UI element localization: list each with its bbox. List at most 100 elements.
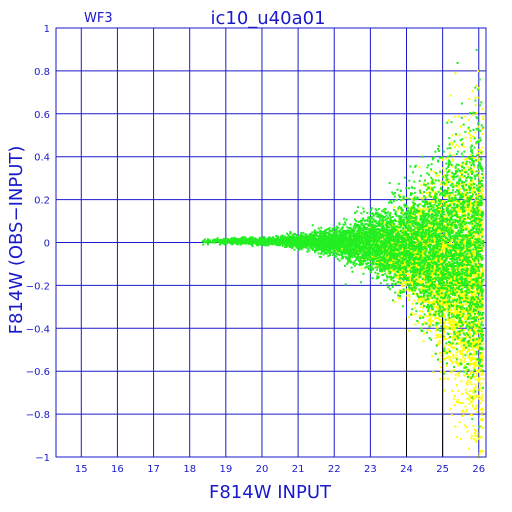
yellow-point xyxy=(437,246,440,249)
yellow-point xyxy=(454,394,456,397)
yellow-point xyxy=(469,277,472,280)
yellow-point xyxy=(395,276,398,279)
yellow-point xyxy=(415,250,418,253)
yellow-point xyxy=(467,188,470,191)
yellow-point xyxy=(470,325,473,328)
yellow-point xyxy=(442,344,445,347)
yellow-point xyxy=(471,240,474,243)
yellow-point xyxy=(442,332,445,335)
yellow-point xyxy=(463,275,466,278)
yellow-point xyxy=(459,303,462,306)
yellow-point xyxy=(433,270,436,272)
yellow-point xyxy=(450,325,453,328)
yellow-point xyxy=(451,328,454,331)
yellow-point xyxy=(439,257,442,259)
yellow-point xyxy=(461,356,464,359)
yellow-point xyxy=(456,326,459,328)
yellow-point xyxy=(468,402,471,405)
yellow-point xyxy=(481,393,484,396)
yellow-point xyxy=(466,157,469,160)
yellow-point xyxy=(475,359,478,362)
yellow-point xyxy=(401,268,404,271)
yellow-point xyxy=(449,351,452,354)
yellow-point xyxy=(467,195,469,197)
yellow-point xyxy=(434,283,437,286)
yellow-point xyxy=(454,373,457,376)
yellow-point xyxy=(477,300,480,303)
yellow-point xyxy=(435,307,438,310)
yellow-point xyxy=(455,357,457,359)
yellow-point xyxy=(476,235,479,237)
yellow-point xyxy=(465,209,468,212)
yellow-point xyxy=(466,214,469,217)
yellow-point xyxy=(444,299,447,302)
yellow-point xyxy=(420,263,423,266)
yellow-point xyxy=(473,157,476,159)
yellow-point xyxy=(472,188,475,191)
yellow-point xyxy=(478,242,481,245)
yellow-point xyxy=(477,325,480,327)
yellow-point xyxy=(472,189,475,192)
yellow-point xyxy=(471,356,474,359)
yellow-point xyxy=(450,345,453,348)
yellow-point xyxy=(388,261,391,263)
yellow-point xyxy=(474,434,477,437)
yellow-point xyxy=(417,280,420,283)
yellow-point xyxy=(450,389,453,392)
yellow-point xyxy=(414,225,417,228)
yellow-point xyxy=(478,397,481,400)
yellow-point xyxy=(467,118,470,121)
yellow-point xyxy=(433,191,436,194)
yellow-point xyxy=(445,304,448,307)
yellow-point xyxy=(424,265,426,268)
yellow-point xyxy=(440,354,443,357)
yellow-point xyxy=(396,264,399,267)
yellow-point xyxy=(445,350,448,353)
yellow-point xyxy=(472,404,475,407)
yellow-point xyxy=(402,263,405,266)
yellow-point xyxy=(435,313,438,315)
yellow-point xyxy=(480,371,483,374)
yellow-point xyxy=(459,175,462,178)
yellow-point xyxy=(468,166,471,169)
yellow-point xyxy=(413,278,416,281)
yellow-point xyxy=(479,339,482,341)
yellow-point xyxy=(440,303,442,305)
yellow-point xyxy=(450,328,453,331)
yellow-point xyxy=(436,199,438,202)
yellow-point xyxy=(474,376,476,379)
yellow-point xyxy=(481,222,484,225)
yellow-point xyxy=(479,435,482,438)
yellow-point xyxy=(442,353,445,356)
yellow-point xyxy=(429,188,432,191)
yellow-point xyxy=(476,346,479,348)
yellow-point xyxy=(475,375,478,377)
yellow-point xyxy=(440,370,442,373)
yellow-point xyxy=(462,310,465,313)
yellow-point xyxy=(463,329,466,332)
yellow-point xyxy=(410,280,413,283)
yellow-point xyxy=(481,319,484,322)
yellow-point xyxy=(464,192,467,195)
yellow-point xyxy=(476,155,479,158)
yellow-point xyxy=(406,197,409,200)
yellow-point xyxy=(409,247,412,250)
yellow-point xyxy=(461,298,464,301)
yellow-point xyxy=(433,201,436,204)
yellow-point xyxy=(443,325,446,328)
yellow-point xyxy=(480,191,483,194)
yellow-point xyxy=(453,115,456,118)
yellow-point xyxy=(437,302,440,304)
yellow-point xyxy=(476,152,479,155)
yellow-point xyxy=(448,278,451,281)
yellow-point xyxy=(480,241,483,243)
yellow-point xyxy=(397,297,400,300)
yellow-point xyxy=(453,146,456,149)
yellow-point xyxy=(445,301,448,303)
yellow-point xyxy=(444,351,447,354)
yellow-point xyxy=(452,154,455,157)
yellow-point xyxy=(445,184,448,187)
yellow-point xyxy=(462,183,465,186)
yellow-point xyxy=(434,321,437,324)
yellow-point xyxy=(470,302,473,305)
